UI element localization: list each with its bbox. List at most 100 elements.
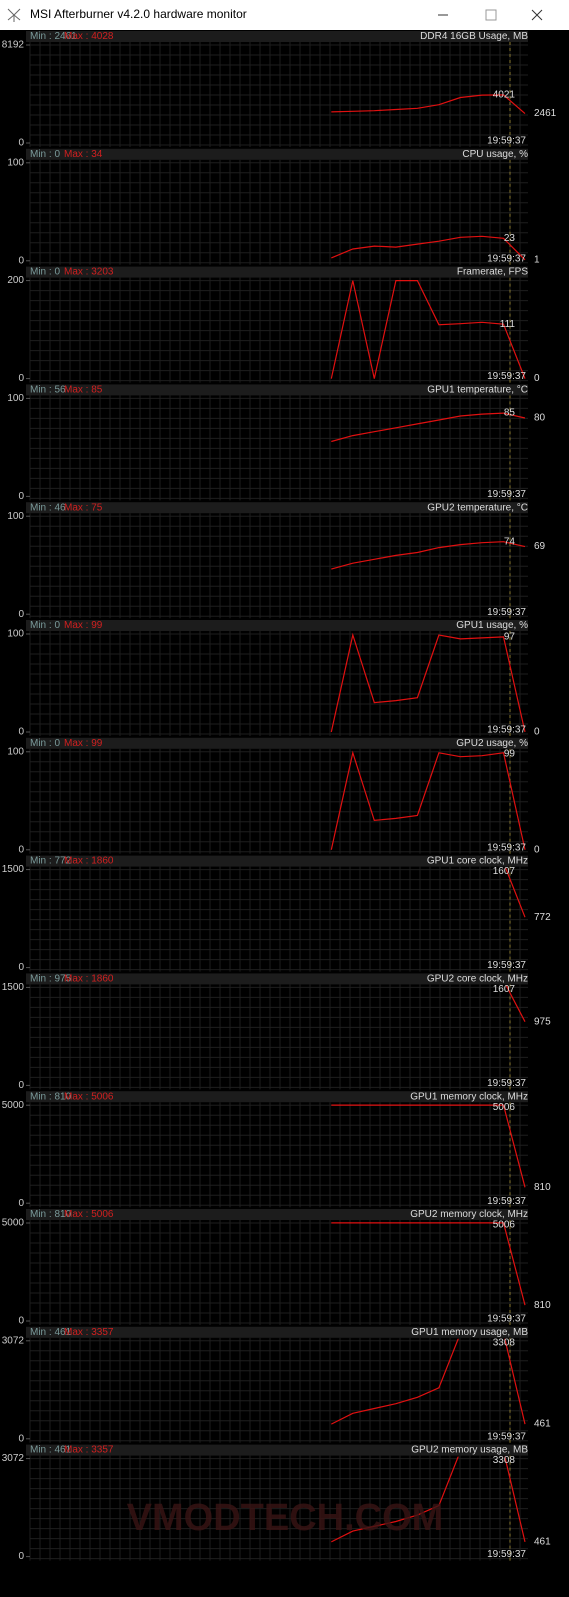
trace-line: [331, 1222, 526, 1306]
max-label: Max : 3357: [64, 1327, 114, 1338]
min-label: Min : 772: [30, 856, 72, 867]
current-label: 80: [534, 413, 546, 424]
maximize-button[interactable]: [485, 9, 497, 21]
y-max-label: 3072: [2, 1335, 25, 1346]
panel-title: GPU1 memory clock, MHz: [410, 1091, 528, 1102]
time-label: 19:59:37: [487, 725, 526, 736]
min-label: Min : 461: [30, 1445, 72, 1456]
panel-header: [26, 1326, 528, 1338]
current-label: 2461: [534, 108, 557, 119]
trace-line: [331, 94, 526, 115]
peak-label: 4021: [493, 90, 516, 101]
y-min-label: 0: [18, 727, 24, 738]
panel-header: [26, 1209, 528, 1220]
time-label: 19:59:37: [487, 253, 526, 264]
y-min-label: 0: [18, 1198, 24, 1209]
monitor-panel: Min : 0 Max : 34 CPU usage, % 100 0 23 1 19:59:…: [7, 148, 540, 266]
current-label: 0: [534, 727, 540, 738]
max-label: Max : 3203: [64, 267, 114, 278]
panel-title: GPU1 memory usage, MB: [411, 1327, 528, 1338]
y-min-label: 0: [18, 491, 24, 502]
min-label: Min : 0: [30, 738, 60, 749]
min-label: Min : 975: [30, 974, 72, 985]
time-label: 19:59:37: [487, 136, 526, 147]
peak-label: 74: [504, 536, 516, 547]
y-max-label: 1500: [2, 864, 25, 875]
watermark: VMODTECH.COM: [127, 1497, 444, 1539]
panel-title: GPU2 usage, %: [456, 738, 528, 749]
min-label: Min : 810: [30, 1091, 72, 1102]
max-label: Max : 4028: [64, 31, 114, 42]
y-min-label: 0: [18, 1080, 24, 1091]
max-label: Max : 5006: [64, 1091, 114, 1102]
trace-line: [331, 235, 526, 261]
window-title: MSI Afterburner v4.2.0 hardware monitor: [30, 7, 247, 21]
time-label: 19:59:37: [487, 842, 526, 853]
panel-header: [26, 1091, 528, 1103]
peak-label: 85: [504, 408, 516, 419]
min-label: Min : 46: [30, 502, 66, 513]
time-label: 19:59:37: [487, 371, 526, 382]
min-label: Min : 0: [30, 149, 60, 160]
y-max-label: 100: [7, 629, 24, 640]
y-min-label: 0: [18, 138, 24, 149]
panel-header: [26, 855, 528, 867]
panel-header: [26, 502, 528, 514]
min-label: Min : 0: [30, 267, 60, 278]
monitor-panel: Min : 0 Max : 3203 Framerate, FPS200011101…: [7, 266, 540, 384]
time-label: 19:59:37: [487, 1314, 526, 1325]
trace-line: [331, 1456, 526, 1543]
y-max-label: 100: [7, 746, 24, 757]
panel-header: [26, 973, 528, 985]
min-label: Min : 0: [30, 620, 60, 631]
peak-label: 5006: [493, 1220, 516, 1231]
title-bar: [0, 0, 569, 30]
peak-label: 5006: [493, 1102, 516, 1113]
current-label: 461: [534, 1419, 551, 1430]
peak-label: 111: [500, 319, 516, 330]
current-label: 0: [534, 844, 540, 855]
panel-header: [26, 148, 528, 160]
time-label: 19:59:37: [487, 1549, 526, 1560]
current-label: 0: [534, 373, 540, 384]
current-label: 69: [534, 541, 546, 552]
panel-title: GPU1 usage, %: [456, 620, 528, 631]
peak-label: 23: [504, 233, 516, 244]
y-max-label: 100: [7, 157, 24, 168]
trace-line: [330, 632, 526, 733]
trace-line: [331, 1338, 526, 1425]
y-max-label: 100: [7, 511, 24, 522]
time-label: 19:59:37: [487, 1431, 526, 1442]
y-min-label: 0: [18, 373, 24, 384]
peak-label: 1607: [493, 984, 516, 995]
panel-title: GPU2 core clock, MHz: [427, 974, 528, 985]
current-label: 461: [534, 1537, 551, 1548]
max-label: Max : 85: [64, 385, 103, 396]
current-label: 810: [534, 1300, 551, 1311]
app-icon: [7, 8, 21, 22]
panel-header: [26, 31, 528, 42]
trace-line: [330, 280, 526, 379]
panel-header: [26, 620, 528, 631]
min-label: Min : 2461: [30, 31, 77, 42]
y-max-label: 100: [7, 393, 24, 404]
close-button[interactable]: [531, 9, 543, 21]
panel-title: GPU1 temperature, °C: [427, 385, 528, 396]
time-label: 19:59:37: [487, 1078, 526, 1089]
panel-header: [26, 384, 528, 396]
y-min-label: 0: [18, 255, 24, 266]
y-max-label: 8192: [2, 40, 25, 51]
max-label: Max : 99: [64, 620, 103, 631]
panel-title: GPU2 memory usage, MB: [411, 1445, 528, 1456]
peak-label: 1607: [493, 866, 516, 877]
max-label: Max : 99: [64, 738, 103, 749]
current-label: 975: [534, 1016, 551, 1027]
panel-header: [26, 1444, 528, 1456]
